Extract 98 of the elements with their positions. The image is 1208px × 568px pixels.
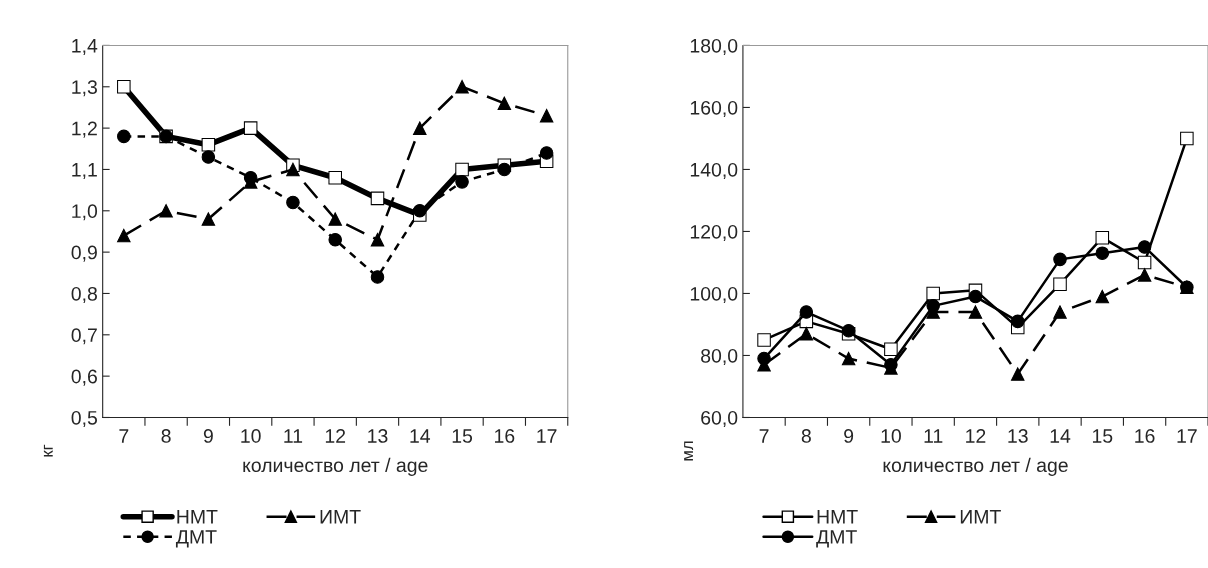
point	[201, 150, 216, 164]
point	[926, 299, 940, 313]
point	[799, 305, 814, 319]
point	[413, 121, 427, 135]
point	[370, 270, 385, 284]
point	[1010, 367, 1025, 381]
point	[1137, 255, 1152, 270]
y-tick-label: 140,0	[690, 162, 738, 179]
point	[1180, 131, 1194, 146]
x-tick-label: 7	[119, 429, 129, 443]
y-tick-label: 180,0	[690, 38, 738, 55]
point	[286, 162, 300, 177]
point	[1095, 246, 1110, 260]
point	[455, 80, 469, 94]
x-tick-label: 17	[537, 429, 557, 443]
point	[328, 232, 342, 247]
point	[968, 289, 983, 304]
x-tick-label: 13	[368, 429, 388, 443]
point	[243, 121, 258, 135]
point	[370, 191, 385, 206]
point	[1053, 277, 1067, 291]
point	[117, 80, 131, 94]
y-tick-label: 0,9	[71, 245, 97, 262]
y-tick-label: 1,1	[72, 163, 97, 179]
x-tick-label: 11	[284, 429, 303, 443]
y-axis-title: мл	[684, 441, 694, 461]
x-tick-label: 13	[1008, 429, 1028, 443]
point	[1095, 289, 1110, 304]
point	[413, 204, 427, 218]
x-tick-label: 14	[410, 429, 431, 443]
y-tick-label: 160,0	[690, 100, 738, 117]
x-tick-label: 10	[241, 429, 261, 443]
x-tick-label: 15	[1092, 429, 1113, 443]
point	[841, 351, 856, 366]
x-tick-label: 16	[1135, 429, 1155, 443]
point	[455, 175, 469, 189]
point	[926, 286, 940, 301]
y-tick-label: 80,0	[701, 348, 738, 366]
point	[497, 96, 512, 111]
point	[884, 342, 898, 357]
point	[328, 212, 342, 226]
point	[201, 212, 216, 226]
legend-label: ДМТ	[175, 530, 217, 548]
x-tick-label: 17	[1177, 429, 1197, 443]
legend-label: ИМТ	[320, 510, 361, 524]
y-tick-label: 0,6	[71, 369, 97, 386]
point	[117, 129, 131, 144]
point	[243, 170, 258, 185]
x-tick-label: 16	[495, 429, 515, 443]
point	[497, 162, 512, 177]
x-tick-label: 12	[325, 429, 346, 443]
y-tick-label: 100,0	[690, 286, 738, 303]
x-tick-label: 8	[801, 429, 811, 443]
point	[1010, 314, 1025, 329]
y-tick-label: 60,0	[701, 410, 738, 428]
point	[539, 108, 554, 123]
x-axis-title: количество лет / age	[243, 457, 428, 476]
y-tick-label: 0,8	[71, 286, 97, 303]
point	[286, 195, 300, 210]
point	[539, 146, 554, 160]
y-tick-label: 0,5	[71, 410, 98, 428]
x-tick-label: 9	[844, 429, 854, 443]
x-tick-label: 10	[881, 429, 901, 443]
x-tick-label: 7	[759, 429, 769, 443]
x-tick-label: 12	[966, 429, 986, 443]
x-tick-label: 9	[203, 429, 213, 443]
point	[370, 232, 385, 247]
x-tick-label: 11	[924, 429, 943, 443]
legend-label: НМТ	[817, 510, 858, 524]
point	[328, 170, 342, 185]
y-tick-label: 1,3	[72, 80, 97, 97]
point	[968, 305, 983, 319]
point	[757, 351, 771, 366]
point	[757, 333, 771, 347]
point	[841, 323, 856, 338]
x-tick-label: 14	[1050, 429, 1071, 443]
legend-label: ИМТ	[960, 510, 1001, 524]
y-tick-label: 1,4	[72, 39, 98, 55]
point	[1095, 230, 1110, 245]
y-tick-label: 1,0	[72, 204, 98, 221]
y-tick-label: 1,2	[72, 121, 97, 138]
legend-label: НМТ	[177, 510, 218, 524]
y-tick-label: 120,0	[690, 224, 738, 241]
point	[201, 137, 216, 152]
point	[1137, 240, 1152, 254]
point	[1053, 252, 1067, 267]
x-tick-label: 8	[161, 429, 171, 443]
point	[799, 327, 814, 341]
x-axis-title: количество лет / age	[883, 457, 1068, 476]
point	[455, 162, 469, 177]
point	[1053, 305, 1067, 319]
point	[159, 204, 173, 218]
y-tick-label: 0,7	[71, 328, 97, 345]
x-tick-label: 15	[452, 429, 473, 443]
y-axis-title: кг	[43, 444, 53, 457]
legend-label: ДМТ	[816, 530, 857, 548]
point	[117, 228, 131, 243]
point	[1137, 268, 1152, 282]
